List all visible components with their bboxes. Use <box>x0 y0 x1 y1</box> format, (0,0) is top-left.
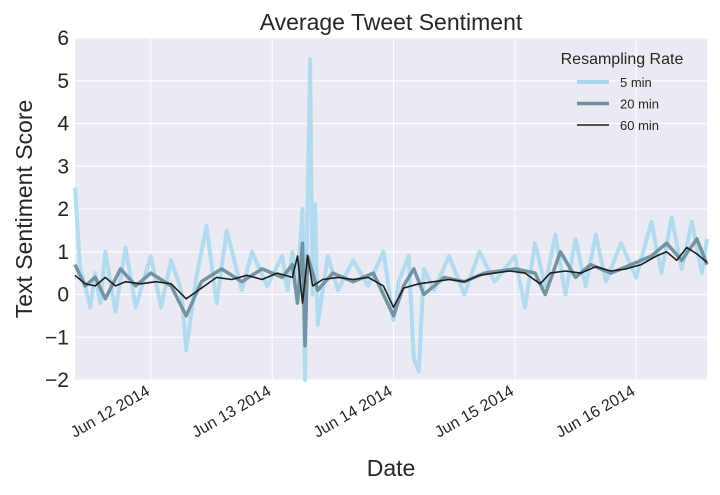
chart-title: Average Tweet Sentiment <box>260 9 523 35</box>
legend: Resampling Rate 5 min 20 min 60 min <box>561 51 684 133</box>
y-tick-label: 5 <box>57 70 69 93</box>
series-line-60-min <box>74 246 708 309</box>
legend-entry: 60 min <box>620 118 659 133</box>
legend-title: Resampling Rate <box>561 51 684 68</box>
x-tick-label: Jun 15 2014 <box>432 383 517 442</box>
y-axis-label: Text Sentiment Score <box>11 100 37 319</box>
y-tick-label: −1 <box>45 326 69 349</box>
legend-entry: 5 min <box>620 75 652 90</box>
y-tick-label: 0 <box>57 284 69 307</box>
x-tick-label: Jun 14 2014 <box>311 383 396 442</box>
y-tick-label: −2 <box>45 369 69 392</box>
y-tick-label: 6 <box>57 27 69 50</box>
x-tick-label: Jun 16 2014 <box>553 383 638 442</box>
series-lines <box>73 57 709 382</box>
x-axis-ticks: Jun 12 2014 Jun 13 2014 Jun 14 2014 Jun 15 … <box>68 383 638 442</box>
x-tick-label: Jun 12 2014 <box>68 383 153 442</box>
x-axis-label: Date <box>367 455 416 481</box>
x-tick-label: Jun 13 2014 <box>189 383 274 442</box>
series-line-20-min <box>73 237 709 348</box>
y-tick-label: 1 <box>57 241 69 264</box>
y-tick-label: 4 <box>57 113 69 136</box>
y-axis-ticks: −2 −1 0 1 2 3 4 5 6 <box>45 27 69 392</box>
legend-entry: 20 min <box>620 97 659 112</box>
y-tick-label: 3 <box>57 155 69 178</box>
y-tick-label: 2 <box>57 198 69 221</box>
